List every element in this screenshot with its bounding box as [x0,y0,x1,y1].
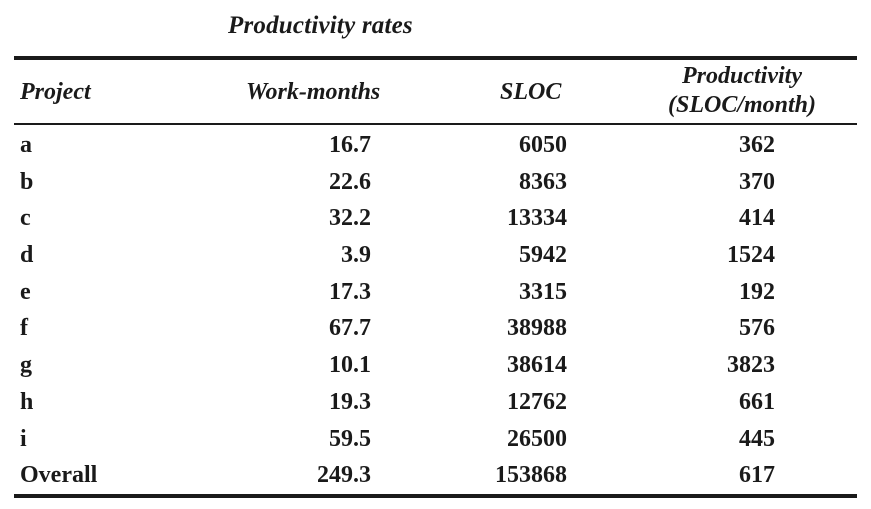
cell-productivity: 3823 [727,352,775,379]
table-body: a 16.7 6050 362 b 22.6 8363 370 c 32.2 1… [14,128,857,495]
cell-work-months: 10.1 [329,352,371,379]
cell-project: b [20,168,34,195]
cell-productivity: 362 [739,132,775,158]
cell-project: a [20,132,32,158]
bottom-rule [14,494,857,498]
cell-sloc: 13334 [507,205,567,232]
cell-sloc: 153868 [495,462,567,489]
table-row: a 16.7 6050 362 [14,128,857,165]
cell-work-months: 17.3 [329,278,371,305]
cell-project: i [20,425,27,452]
header-productivity-line1: Productivity [682,63,802,89]
cell-project: g [20,352,32,379]
cell-sloc: 38988 [507,315,567,342]
header-sloc: SLOC [500,79,562,105]
header-work-months: Work-months [246,79,381,105]
cell-sloc: 5942 [519,242,567,269]
cell-work-months: 22.6 [329,168,371,195]
cell-sloc: 26500 [507,425,567,452]
cell-sloc: 3315 [519,278,567,305]
cell-productivity: 576 [739,315,775,342]
cell-project: c [20,205,31,232]
cell-project: d [20,242,34,269]
table-row: d 3.9 5942 1524 [14,238,857,275]
cell-project: e [20,278,31,305]
header-rule [14,123,857,125]
table-row-overall: Overall 249.3 153868 617 [14,458,857,495]
table-row: f 67.7 38988 576 [14,311,857,348]
header-project: Project [20,79,91,105]
cell-work-months: 249.3 [317,462,371,489]
cell-productivity: 661 [739,388,775,415]
header-productivity: Productivity (SLOC/month) [642,62,842,120]
cell-sloc: 38614 [507,352,567,379]
table-row: i 59.5 26500 445 [14,422,857,459]
cell-work-months: 32.2 [329,205,371,232]
cell-productivity: 617 [739,462,775,489]
cell-productivity: 414 [739,205,775,232]
cell-work-months: 59.5 [329,425,371,452]
cell-sloc: 6050 [519,132,567,158]
table-row: c 32.2 13334 414 [14,201,857,238]
cell-project: Overall [20,462,98,489]
table-row: e 17.3 3315 192 [14,275,857,312]
table-row: g 10.1 38614 3823 [14,348,857,385]
cell-sloc: 8363 [519,168,567,195]
cell-project: h [20,388,34,415]
cell-productivity: 1524 [727,242,775,269]
cell-work-months: 16.7 [329,132,371,158]
cell-work-months: 19.3 [329,388,371,415]
cell-productivity: 370 [739,168,775,195]
cell-productivity: 445 [739,425,775,452]
cell-work-months: 67.7 [329,315,371,342]
table-row: h 19.3 12762 661 [14,385,857,422]
table-caption: Productivity rates [228,12,413,39]
cell-project: f [20,315,28,342]
cell-work-months: 3.9 [341,242,371,269]
cell-sloc: 12762 [507,388,567,415]
cell-productivity: 192 [739,278,775,305]
top-rule [14,56,857,60]
table-row: b 22.6 8363 370 [14,165,857,202]
productivity-table: Productivity rates Project Work-months S… [14,0,857,509]
header-productivity-line2: (SLOC/month) [667,92,817,118]
